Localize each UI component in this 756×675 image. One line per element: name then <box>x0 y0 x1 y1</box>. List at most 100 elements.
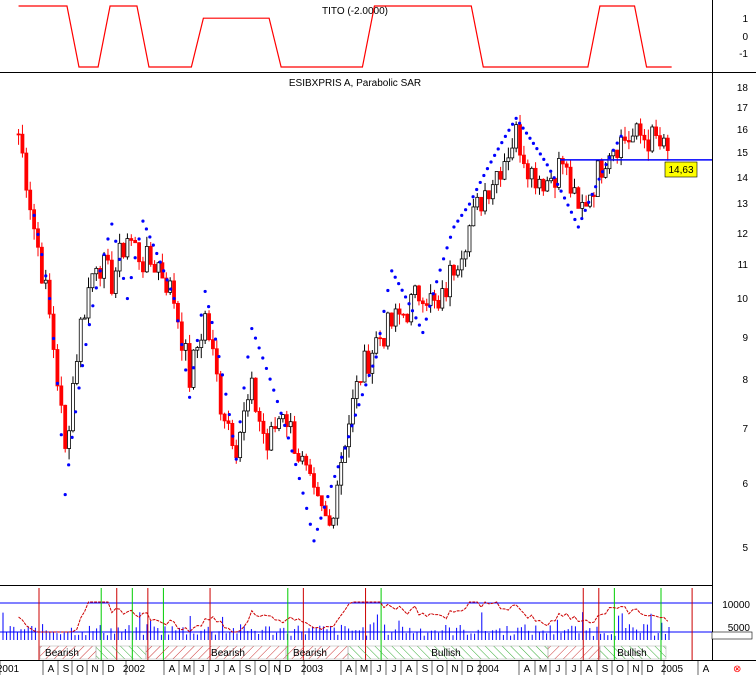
sar-dot <box>493 153 497 157</box>
sar-dot <box>607 155 612 160</box>
candle-body <box>385 312 390 347</box>
candle-body <box>144 245 149 273</box>
sar-dot <box>587 200 591 204</box>
candle-body <box>459 258 464 271</box>
candle-body <box>440 288 445 309</box>
sar-dot <box>250 326 254 331</box>
sar-dot <box>573 217 577 222</box>
candle-body <box>137 242 141 263</box>
price-tick-label: 8 <box>742 375 748 386</box>
sar-dot <box>319 516 323 520</box>
candle-body <box>90 273 95 289</box>
candle-body <box>82 317 87 320</box>
sar-dot <box>294 462 298 467</box>
sar-dot <box>566 203 570 207</box>
candle-body <box>242 410 246 433</box>
candle-body <box>623 136 627 141</box>
candle-body <box>284 414 289 428</box>
price-tick-label: 18 <box>737 83 749 94</box>
candle-body <box>230 423 235 447</box>
candle-body <box>370 352 375 374</box>
sar-dot <box>580 216 584 221</box>
sar-dot <box>357 403 361 407</box>
sar-dot <box>329 484 333 489</box>
volume-tick-label: 10000 <box>722 600 750 611</box>
x-tick-label: O <box>436 664 444 675</box>
price-panel: ESIBXPRIS A, Parabolic SAR 18 17 16 15 1… <box>16 73 749 585</box>
price-tick-label: 5 <box>742 543 748 554</box>
candle-body <box>397 308 402 315</box>
candle-body <box>277 418 281 429</box>
sar-dot <box>452 225 456 229</box>
x-tick-label: N <box>273 664 280 675</box>
sar-dot <box>535 147 539 151</box>
candle-body <box>331 517 336 526</box>
sar-dot <box>257 346 261 350</box>
sar-dot <box>203 289 207 294</box>
sar-dot <box>44 274 48 278</box>
sar-dot <box>315 527 320 531</box>
candle-body <box>183 343 188 351</box>
sar-dot <box>485 167 490 171</box>
target-icon[interactable]: ⊗ <box>733 664 741 675</box>
candle-body <box>280 414 285 420</box>
volume-scale-box <box>711 631 753 640</box>
candle-body <box>413 285 417 296</box>
x-tick-label: J <box>392 664 397 675</box>
candle-body <box>288 421 293 428</box>
candle-body <box>323 505 328 517</box>
sar-dot <box>393 275 397 279</box>
price-tick-label: 7 <box>742 424 748 435</box>
sar-dot <box>217 354 221 359</box>
candle-body <box>525 163 530 180</box>
sar-dot <box>600 170 605 174</box>
sar-dot <box>118 257 122 261</box>
x-tick-label: D <box>646 664 653 675</box>
sar-dot <box>102 252 106 257</box>
regime-label: Bearish <box>211 648 245 659</box>
candle-body <box>630 135 635 143</box>
candle-body <box>529 167 534 180</box>
candle-body <box>401 313 406 316</box>
price-tick-label: 10 <box>737 294 749 305</box>
candle-body <box>214 348 219 375</box>
sar-dot <box>438 268 442 272</box>
indicator-tick-label: -1 <box>739 49 748 60</box>
candle-body <box>117 242 122 272</box>
candle-body <box>619 136 624 158</box>
sar-dot <box>471 195 475 199</box>
candle-body <box>518 124 522 156</box>
sar-dot <box>73 410 78 414</box>
sar-dot <box>168 287 173 291</box>
candle-body <box>296 453 301 462</box>
candle-body <box>55 349 60 387</box>
candle-body <box>545 180 550 192</box>
sar-dot <box>397 282 401 286</box>
candle-body <box>109 259 114 294</box>
candle-body <box>405 313 410 323</box>
sar-dot <box>172 296 176 301</box>
candle-body <box>226 420 231 424</box>
candle-body <box>308 464 313 474</box>
sar-dot <box>583 208 587 212</box>
regime-band-bearish <box>547 645 601 660</box>
candle-body <box>374 337 379 354</box>
candle-body <box>39 246 44 284</box>
x-tick-label: D <box>284 664 291 675</box>
sar-dot <box>524 131 529 135</box>
sar-dot <box>176 319 180 323</box>
candle-body <box>304 455 309 466</box>
candle-body <box>319 495 324 507</box>
sar-dot <box>297 476 301 481</box>
candle-body <box>59 385 64 406</box>
sar-dot <box>559 189 563 193</box>
sar-dot <box>180 342 184 347</box>
candle-body <box>199 339 204 348</box>
x-tick-label: S <box>63 664 70 675</box>
sar-dot <box>336 465 340 469</box>
x-tick-label: O <box>76 664 84 675</box>
sar-dot <box>279 411 283 415</box>
sar-dot <box>350 424 354 428</box>
sar-dot <box>448 235 453 239</box>
